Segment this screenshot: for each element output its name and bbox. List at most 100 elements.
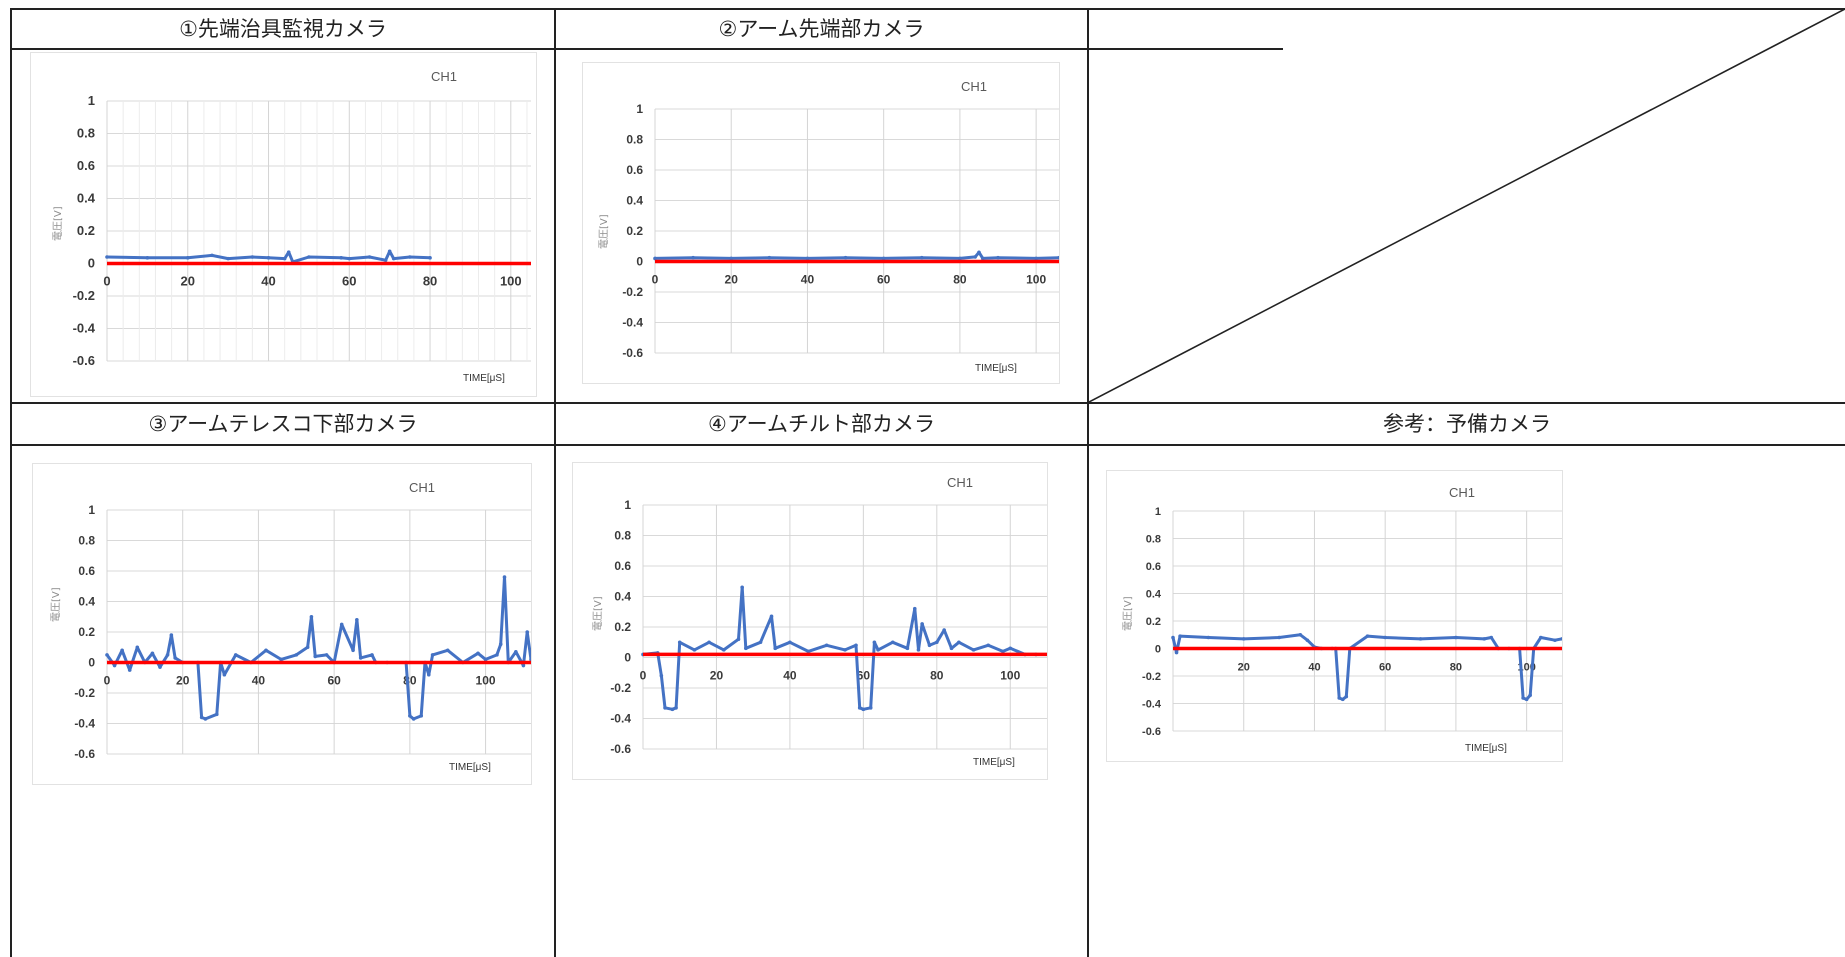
y-tick-label: 0.2: [77, 223, 95, 238]
signal-point: [279, 657, 283, 662]
signal-point: [408, 255, 412, 259]
x-tick-label: 20: [710, 669, 724, 683]
signal-point: [971, 648, 976, 652]
chart-1: 1 0.8 0.6 0.4 0.2 0 -0.2 -0.4 -0.6 0 20 40 60 80 100 CH…: [30, 52, 537, 397]
signal-line: [1171, 633, 1563, 701]
signal-point: [843, 648, 847, 652]
signal-point: [806, 649, 811, 654]
signal-point: [222, 672, 227, 677]
y-tick-label: 1: [88, 93, 95, 108]
signal-point: [927, 643, 932, 648]
signal-point: [692, 648, 697, 652]
x-tick-label: 100: [476, 674, 496, 688]
signal-point: [736, 637, 741, 641]
signal-point: [309, 614, 314, 619]
signal-point: [185, 256, 190, 260]
y-tick-label: -0.6: [1142, 726, 1161, 738]
signal-point: [1365, 634, 1370, 638]
x-axis-label: TIME[μS]: [1465, 743, 1507, 754]
signal-point: [905, 646, 910, 651]
chart-svg: 10.80.60.40.20-0.2-0.4-0.620 40 60 80 100CH1…: [1122, 485, 1564, 754]
y-tick-label: -0.6: [73, 353, 95, 368]
y-tick-label: 0: [1155, 644, 1161, 656]
signal-point: [286, 250, 291, 254]
signal-point: [769, 614, 774, 619]
table-row2-title-divider: [11, 444, 1845, 446]
y-tick-label: -0.4: [1142, 699, 1162, 711]
x-tick-label: 20: [1238, 662, 1250, 674]
signal-point: [949, 646, 954, 651]
signal-point: [912, 606, 917, 611]
x-tick-label: 100: [1000, 669, 1020, 683]
signal-point: [498, 642, 503, 646]
signal-point: [105, 255, 109, 259]
signal-point: [980, 256, 985, 261]
signal-point: [1454, 635, 1458, 640]
signal-point: [233, 653, 238, 657]
y-tick-label: 0.6: [626, 163, 643, 177]
signal-point: [266, 256, 271, 260]
y-tick-label: 0.2: [78, 625, 95, 639]
signal-point: [445, 648, 450, 653]
signal-point: [788, 640, 792, 645]
signal-line: [642, 585, 1036, 711]
chart-title: CH1: [431, 69, 457, 84]
signal-point: [958, 256, 962, 261]
signal-point: [370, 653, 374, 657]
cell-title-4: ④アームチルト部カメラ: [708, 412, 935, 436]
signal-point: [691, 255, 695, 260]
signal-point: [919, 255, 924, 260]
y-tick-label: -0.2: [74, 686, 95, 700]
y-axis-label: 電圧[V]: [592, 596, 604, 631]
signal-point: [740, 585, 744, 590]
x-tick-label: 40: [1308, 662, 1320, 674]
chart-3: 1 0.8 0.6 0.4 0.2 0 -0.2 -0.4 -0.6 0 20 40 60 80 100 CH…: [32, 463, 533, 785]
signal-point: [920, 622, 924, 626]
y-tick-label: 0.6: [614, 559, 631, 573]
signal-point: [428, 256, 432, 260]
signal-point: [347, 256, 352, 261]
y-tick-label: -0.4: [622, 316, 643, 330]
table-border-left: [10, 8, 12, 957]
signal-point: [476, 651, 480, 656]
signal-point: [1241, 637, 1246, 641]
y-tick-label: 0.4: [614, 590, 631, 604]
y-tick-label: 0: [624, 651, 631, 665]
signal-point: [722, 648, 726, 652]
signal-point: [1034, 256, 1038, 261]
signal-point: [677, 640, 682, 645]
x-axis-label: TIME[μS]: [973, 757, 1015, 768]
signal-point: [430, 653, 435, 657]
y-tick-label: -0.6: [610, 742, 631, 756]
signal-point: [419, 714, 424, 718]
x-tick-label: 60: [1379, 662, 1391, 674]
signal-point: [387, 249, 392, 254]
table-border-top: [11, 8, 1845, 10]
signal-point: [226, 256, 230, 261]
signal-point: [525, 630, 530, 634]
y-axis-label: 電圧[V]: [50, 587, 62, 622]
table-row-divider: [11, 402, 1845, 404]
chart-title: CH1: [409, 480, 435, 495]
signal-point: [214, 712, 219, 717]
signal-point: [881, 256, 886, 261]
y-tick-label: -0.6: [622, 346, 643, 360]
x-tick-label: 100: [500, 274, 522, 289]
signal-point: [1524, 697, 1529, 702]
signal-point: [890, 640, 895, 645]
x-tick-label: 40: [252, 674, 266, 688]
signal-point: [729, 256, 734, 261]
table-col-divider-2: [1087, 8, 1089, 957]
signal-point: [872, 640, 877, 645]
signal-point: [1178, 634, 1182, 638]
x-tick-label: 60: [857, 669, 871, 683]
signal-point: [1008, 646, 1013, 651]
y-tick-label: -0.2: [610, 681, 631, 695]
x-tick-label: 0: [104, 674, 111, 688]
signal-point: [1171, 635, 1175, 640]
y-tick-label: -0.2: [1142, 671, 1161, 683]
y-tick-label: 0.8: [626, 133, 643, 147]
signal-point: [1344, 694, 1349, 699]
signal-point: [1340, 697, 1345, 702]
signal-point: [861, 707, 866, 712]
